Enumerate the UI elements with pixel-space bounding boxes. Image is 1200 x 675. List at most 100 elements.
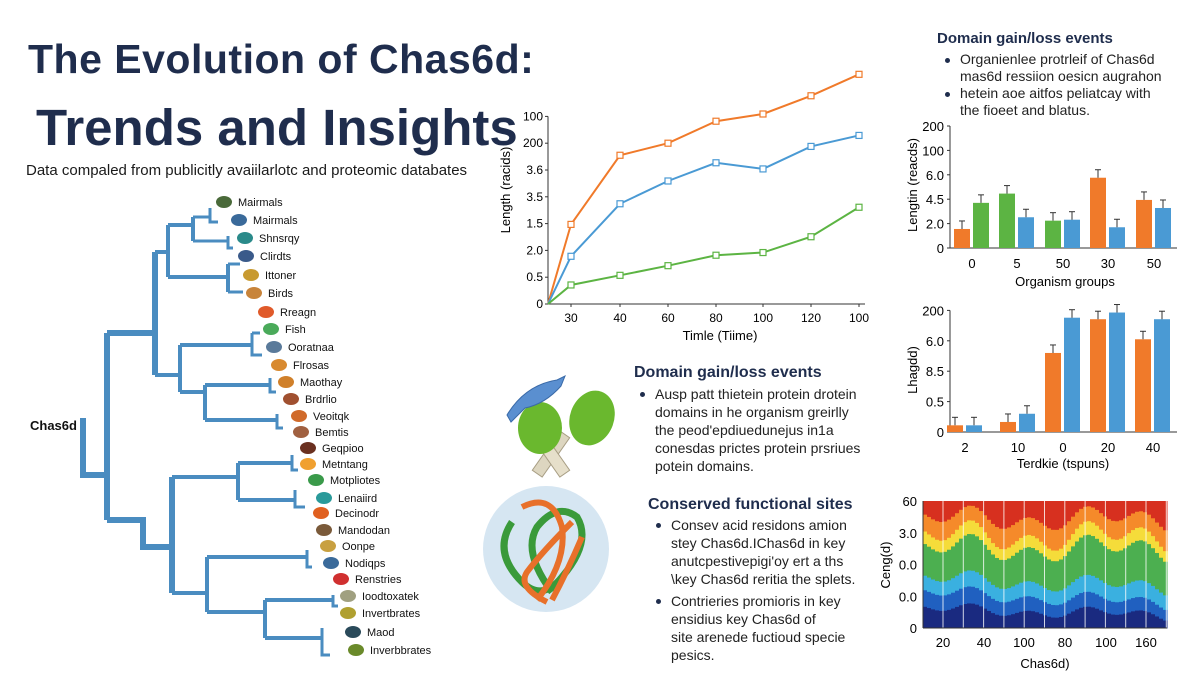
heatmap-cell	[1091, 501, 1096, 508]
bullet-line: pesics.	[671, 647, 715, 663]
bar-chart-x-tick-label: 0	[968, 256, 975, 271]
heatmap-cell	[1019, 611, 1024, 629]
tree-leaf-label: Decinodr	[335, 508, 379, 520]
bar	[1064, 219, 1080, 248]
heatmap-cell	[1155, 616, 1160, 629]
heatmap-cell	[1055, 617, 1060, 629]
heatmap-cell	[975, 501, 980, 509]
heatmap-cell	[1059, 559, 1064, 591]
heatmap-cell	[999, 501, 1004, 530]
heatmap-cell	[959, 538, 964, 574]
bar	[1064, 317, 1080, 432]
line-point-marker	[567, 281, 575, 289]
tree-leaf-label: Inverbbrates	[370, 645, 432, 657]
right-panel-bullet: Organienlee protrleif of Chas6d mas6d re…	[940, 51, 1162, 85]
heatmap-cell	[1019, 549, 1024, 584]
tree-leaf-label: Veoitqk	[313, 411, 350, 423]
heatmap-cell	[951, 546, 956, 579]
bar	[1154, 319, 1170, 432]
line-chart-y-tick-label: 100	[523, 109, 543, 123]
heatmap-cell	[1027, 517, 1032, 536]
line-series-2	[547, 206, 860, 305]
heatmap-cell	[1011, 555, 1016, 587]
heatmap-cell	[951, 608, 956, 629]
heatmap-cell	[971, 586, 976, 605]
heatmap-cell	[1015, 612, 1020, 629]
heatmap-cell	[1147, 583, 1152, 600]
heatmap-cell	[971, 603, 976, 629]
heatmap-cell	[1051, 529, 1056, 552]
heatmap-cell	[1131, 513, 1136, 531]
heatmap-cell	[955, 529, 960, 543]
heatmap-x-tick-label: 100	[1013, 635, 1035, 650]
line-point-marker	[807, 233, 815, 241]
heatmap-cell	[955, 513, 960, 531]
tree-leaf-label: Rreagn	[280, 307, 316, 319]
heatmap-cell	[1111, 501, 1116, 522]
heatmap-cell	[1047, 501, 1052, 529]
heatmap-cell	[935, 539, 940, 552]
heatmap-cell	[955, 606, 960, 629]
heatmap-cell	[947, 537, 952, 551]
heatmap-cell	[1047, 548, 1052, 560]
heatmap-cell	[1163, 620, 1168, 629]
heatmap-cell	[1099, 501, 1104, 514]
heatmap-cell	[1135, 511, 1140, 529]
heatmap-cell	[1155, 589, 1160, 606]
line-point-marker	[759, 110, 767, 118]
organism-icon	[333, 573, 349, 585]
heatmap-cell	[1119, 501, 1124, 521]
heatmap-cell	[1051, 605, 1056, 619]
heatmap-cell	[1159, 618, 1164, 629]
heatmap-cell	[1151, 614, 1156, 629]
heatmap-cell	[1131, 598, 1136, 612]
line-chart-y-tick-label: 1.5	[526, 217, 543, 231]
bar-chart-y-tick-label: 200	[922, 119, 944, 134]
line-chart-x-tick-label: 80	[709, 311, 723, 325]
heatmap-cell	[923, 575, 928, 591]
heatmap-cell	[1011, 614, 1016, 629]
heatmap-cell	[1139, 610, 1144, 629]
heatmap-cell	[1087, 534, 1092, 576]
heatmap-cell	[1119, 614, 1124, 629]
tree-branches	[80, 208, 338, 657]
heatmap-cell	[1007, 527, 1012, 549]
bar	[1090, 319, 1106, 432]
heatmap-cell	[1035, 538, 1040, 551]
heatmap-cell	[1027, 596, 1032, 612]
heatmap-cell	[951, 534, 956, 547]
heatmap-cell	[999, 588, 1004, 603]
heatmap-cell	[1087, 521, 1092, 536]
line-chart-x-tick-label: 30	[564, 311, 578, 325]
bar	[999, 193, 1015, 248]
heatmap-cell	[1127, 533, 1132, 546]
heatmap-cell	[991, 523, 996, 544]
heatmap-cell	[987, 596, 992, 612]
heatmap-cell	[1007, 558, 1012, 589]
heatmap-cell	[927, 516, 932, 535]
heatmap-cell	[1027, 581, 1032, 597]
heatmap-cell	[1055, 501, 1060, 531]
heatmap-cell	[1163, 561, 1168, 596]
line-point-marker	[712, 159, 720, 167]
organism-icon	[300, 458, 316, 470]
heatmap-cell	[963, 535, 968, 572]
heatmap-cell	[923, 501, 928, 516]
line-point-marker	[664, 262, 672, 270]
heatmap-cell	[1067, 551, 1072, 586]
heatmap-cell	[971, 501, 976, 507]
heatmap-cell	[995, 600, 1000, 616]
line-point-marker	[712, 117, 720, 125]
line-point-marker	[807, 142, 815, 151]
tree-leaf-label: Oonpe	[342, 541, 375, 553]
heatmap-cell	[1071, 501, 1076, 518]
domain-events-list: Ausp patt thietein protein drotein domai…	[635, 385, 860, 475]
bar-chart-x-tick-label: 40	[1146, 440, 1160, 455]
line-chart-y-tick-label: 200	[523, 136, 543, 150]
heatmap-cell	[1031, 548, 1036, 583]
heatmap-cell	[967, 505, 972, 521]
heatmap-cell	[971, 534, 976, 572]
tree-leaf-label: Birds	[268, 288, 294, 300]
bullet-line: the fioeet and blatus.	[960, 102, 1090, 118]
heatmap-x-tick-label: 100	[1095, 635, 1117, 650]
